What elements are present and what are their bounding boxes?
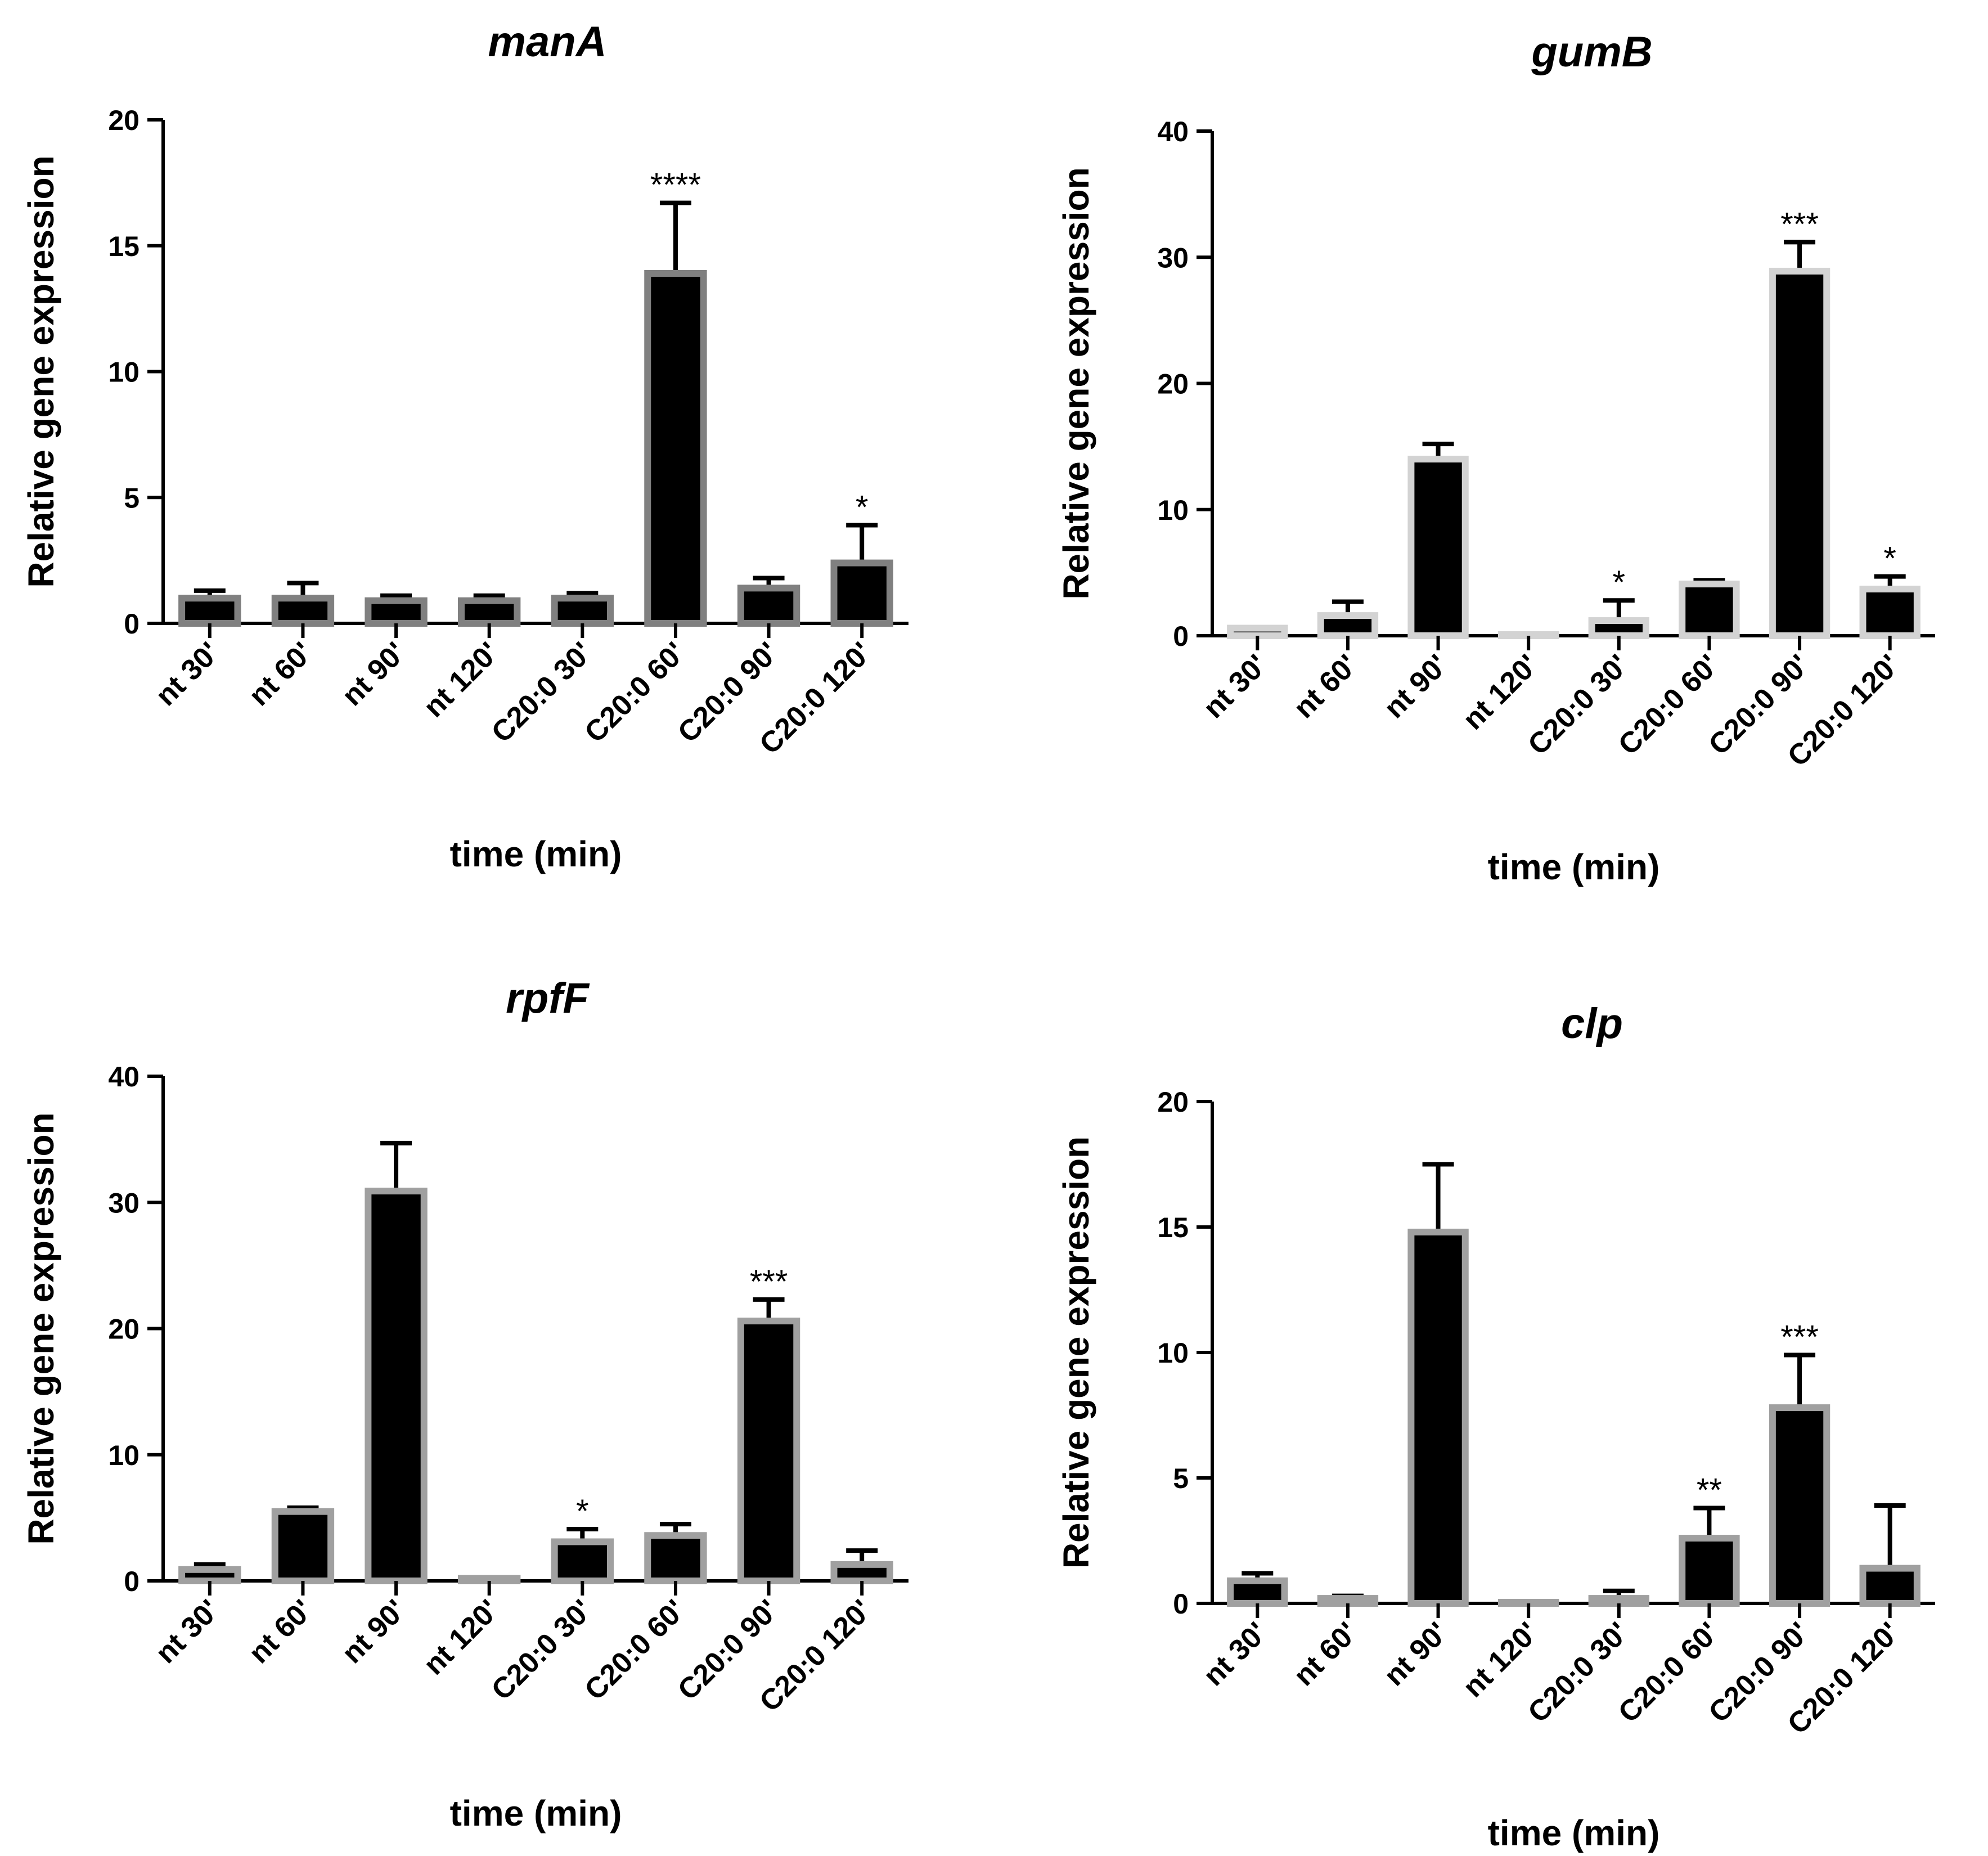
chart-title: rpfF xyxy=(506,974,590,1022)
x-tick-label: nt 30' xyxy=(150,1593,226,1670)
x-tick-label: nt 60' xyxy=(1288,648,1364,725)
x-tick-label: nt 90' xyxy=(336,636,412,712)
x-tick-label: nt 30' xyxy=(1197,1616,1274,1692)
y-tick-label: 20 xyxy=(108,1314,140,1345)
x-axis-label: time (min) xyxy=(450,1793,622,1833)
x-tick-label: nt 120' xyxy=(417,1593,505,1681)
significance-marker: * xyxy=(856,489,869,525)
chart-title: gumB xyxy=(1531,28,1652,76)
bar-3 xyxy=(365,1188,428,1584)
x-tick-label: nt 60' xyxy=(1288,1616,1364,1692)
y-tick-label: 40 xyxy=(108,1061,140,1093)
bar-2 xyxy=(1317,1595,1379,1607)
significance-marker: **** xyxy=(650,167,701,204)
bar-1 xyxy=(1227,624,1288,640)
y-tick-label: 10 xyxy=(1157,495,1189,526)
x-axis-label: time (min) xyxy=(450,834,622,874)
significance-marker: *** xyxy=(1780,206,1819,242)
bar-6 xyxy=(644,269,707,627)
bar-7 xyxy=(1769,1404,1830,1607)
bar-8 xyxy=(830,559,893,627)
significance-marker: *** xyxy=(1780,1319,1819,1355)
y-axis-label: Relative gene expression xyxy=(1056,1136,1096,1569)
y-axis-label: Relative gene expression xyxy=(21,155,61,587)
y-tick-label: 20 xyxy=(1157,1086,1189,1118)
x-tick-label: nt 120' xyxy=(417,636,505,723)
bar-2 xyxy=(271,595,335,627)
significance-marker: * xyxy=(1883,541,1896,577)
x-tick-label: nt 30' xyxy=(1197,648,1274,725)
bar-8 xyxy=(830,1561,893,1584)
x-axis-label: time (min) xyxy=(1488,847,1660,887)
y-tick-label: 15 xyxy=(108,231,140,262)
bar-4 xyxy=(458,597,521,627)
bar-1 xyxy=(178,1566,241,1584)
bar-8 xyxy=(1859,586,1920,639)
bar-7 xyxy=(1769,267,1830,640)
y-tick-label: 0 xyxy=(124,1566,140,1597)
significance-marker: *** xyxy=(750,1264,788,1300)
y-tick-label: 5 xyxy=(1173,1463,1189,1494)
y-tick-label: 0 xyxy=(1173,621,1189,652)
bar-3 xyxy=(365,597,428,627)
x-axis-label: time (min) xyxy=(1488,1813,1660,1853)
x-tick-label: nt 90' xyxy=(1378,648,1454,725)
x-tick-label: nt 30' xyxy=(150,636,226,712)
x-tick-label: C20:0 60' xyxy=(578,636,691,749)
bar-4 xyxy=(1498,1599,1559,1607)
y-tick-label: 40 xyxy=(1157,116,1189,147)
bar-4 xyxy=(1498,631,1559,639)
y-tick-label: 20 xyxy=(108,105,140,136)
significance-marker: ** xyxy=(1697,1472,1722,1509)
y-tick-label: 20 xyxy=(1157,368,1189,400)
bar-1 xyxy=(1227,1577,1288,1607)
x-tick-label: C20:0 30' xyxy=(485,1593,599,1706)
y-tick-label: 10 xyxy=(1157,1337,1189,1369)
significance-marker: * xyxy=(1613,564,1626,601)
bar-5 xyxy=(551,595,614,627)
chart-panel-gumB: gumB Relative gene expression time (min) 0 1… xyxy=(1056,28,1935,887)
bar-8 xyxy=(1859,1565,1920,1607)
y-tick-label: 30 xyxy=(108,1187,140,1219)
y-tick-label: 30 xyxy=(1157,242,1189,273)
y-axis-label: Relative gene expression xyxy=(1056,167,1096,599)
y-tick-label: 0 xyxy=(1173,1588,1189,1620)
x-tick-label: nt 120' xyxy=(1457,1616,1545,1704)
bar-2 xyxy=(271,1508,335,1585)
bar-5 xyxy=(1588,1595,1649,1607)
bar-4 xyxy=(458,1575,521,1584)
bar-2 xyxy=(1317,612,1379,639)
x-tick-label: nt 60' xyxy=(242,1593,319,1670)
y-tick-label: 10 xyxy=(108,357,140,388)
bar-6 xyxy=(1679,581,1740,639)
x-tick-label: nt 120' xyxy=(1457,648,1545,736)
y-tick-label: 15 xyxy=(1157,1212,1189,1243)
bar-6 xyxy=(1679,1535,1740,1607)
bar-6 xyxy=(644,1532,707,1585)
bar-5 xyxy=(1588,617,1649,639)
bar-7 xyxy=(737,585,800,627)
significance-marker: * xyxy=(576,1493,589,1530)
bar-5 xyxy=(551,1538,614,1584)
chart-title: clp xyxy=(1561,1000,1623,1048)
y-tick-label: 5 xyxy=(124,482,140,514)
y-axis-label: Relative gene expression xyxy=(21,1112,61,1544)
x-tick-label: nt 90' xyxy=(336,1593,412,1670)
x-tick-label: nt 90' xyxy=(1378,1616,1454,1692)
x-tick-label: C20:0 60' xyxy=(578,1593,691,1706)
y-tick-label: 10 xyxy=(108,1440,140,1471)
x-tick-label: nt 60' xyxy=(242,636,319,712)
bar-3 xyxy=(1407,456,1469,639)
chart-panel-manA: manA Relative gene expression time (min) 0 5… xyxy=(21,18,908,874)
chart-title: manA xyxy=(488,18,606,66)
chart-panel-rpfF: rpfF Relative gene expression time (min) 0 1… xyxy=(21,974,908,1833)
bar-7 xyxy=(737,1318,800,1584)
bar-1 xyxy=(178,595,241,627)
bar-3 xyxy=(1407,1228,1469,1607)
y-tick-label: 0 xyxy=(124,608,140,640)
x-tick-label: C20:0 30' xyxy=(485,636,599,749)
chart-panel-clp: clp Relative gene expression time (min) 0 5 1… xyxy=(1056,1000,1935,1853)
